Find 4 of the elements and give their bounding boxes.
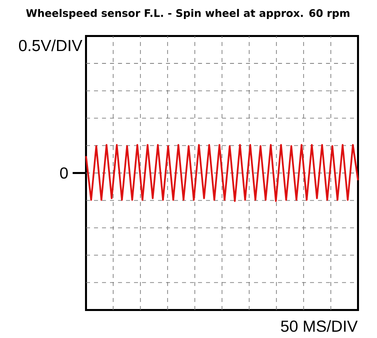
text: 0.5V/DIV	[18, 39, 82, 52]
text: 50 MS/DIV	[281, 320, 358, 332]
text: 0	[60, 167, 68, 179]
chart-title: Wheelspeed sensor F.L. - Spin wheel at approx. 60 rpm	[26, 8, 350, 20]
